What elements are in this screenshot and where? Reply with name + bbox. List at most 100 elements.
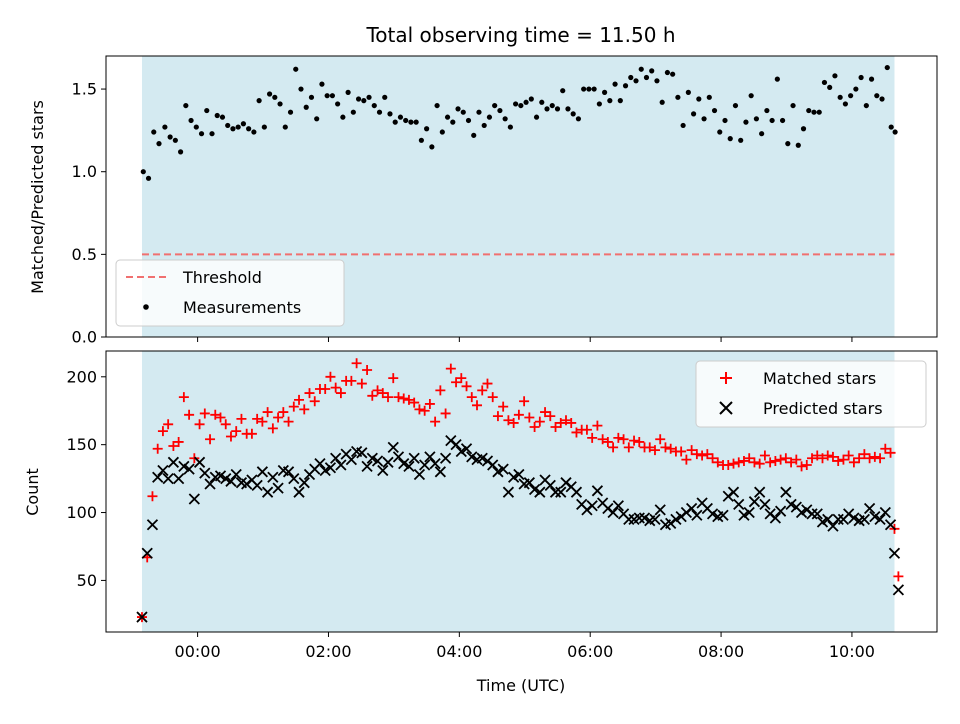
bottom-y-axis-label: Count — [23, 468, 42, 516]
data-point — [519, 396, 530, 407]
data-point — [659, 99, 665, 105]
data-point — [848, 93, 854, 99]
data-point — [210, 409, 221, 420]
data-point — [717, 509, 729, 521]
data-point — [371, 455, 384, 467]
data-point — [288, 401, 299, 412]
data-point — [617, 98, 623, 104]
data-point — [403, 460, 415, 473]
data-point — [711, 107, 718, 114]
data-point — [204, 478, 216, 490]
data-point — [555, 417, 566, 428]
data-point — [660, 442, 671, 453]
data-point — [355, 96, 362, 102]
data-point — [533, 114, 540, 120]
data-point — [780, 453, 791, 464]
data-point — [444, 114, 451, 120]
data-point — [460, 109, 466, 115]
data-point — [492, 411, 503, 422]
data-point — [638, 66, 644, 72]
data-point — [424, 398, 435, 409]
x-tick-label: 10:00 — [829, 642, 875, 661]
data-point — [634, 436, 645, 447]
data-point — [377, 464, 389, 477]
data-point — [282, 124, 288, 130]
data-point — [723, 460, 734, 471]
data-point — [220, 472, 232, 485]
data-point — [177, 149, 184, 155]
data-point — [874, 513, 886, 525]
data-point — [262, 407, 273, 418]
data-point — [508, 471, 520, 483]
data-point — [612, 500, 624, 512]
data-point — [163, 419, 174, 430]
data-point — [827, 451, 838, 462]
data-point — [696, 96, 702, 102]
data-point — [481, 122, 487, 129]
data-point — [566, 417, 577, 428]
data-point — [413, 468, 426, 481]
data-point — [413, 119, 419, 125]
data-point — [199, 467, 211, 479]
data-point — [629, 435, 640, 446]
data-point — [545, 411, 556, 422]
legend-swatch — [719, 401, 733, 415]
data-point — [146, 519, 159, 531]
data-point — [528, 96, 534, 102]
data-point — [888, 124, 894, 130]
data-point — [398, 393, 409, 404]
data-point — [156, 141, 162, 147]
data-point — [622, 83, 629, 89]
data-point — [586, 500, 598, 512]
top-series-measurements — [140, 64, 898, 181]
data-point — [304, 388, 315, 399]
data-point — [152, 443, 163, 454]
data-point — [655, 434, 666, 445]
figure-title: Total observing time = 11.50 h — [365, 23, 675, 47]
data-point — [680, 122, 686, 129]
data-point — [145, 175, 152, 181]
data-point — [330, 382, 341, 393]
data-point — [774, 76, 780, 82]
data-point — [267, 471, 279, 483]
data-point — [539, 99, 545, 105]
data-point — [722, 117, 728, 124]
data-point — [251, 129, 257, 135]
top-y-axis-label: Matched/Predicted stars — [28, 100, 47, 294]
data-point — [408, 452, 420, 464]
data-point — [816, 109, 822, 115]
data-point — [893, 571, 904, 582]
data-point — [371, 102, 377, 109]
data-point — [214, 112, 220, 119]
data-point — [869, 451, 880, 462]
data-point — [623, 513, 635, 525]
data-point — [759, 131, 765, 137]
data-point — [670, 513, 682, 525]
data-point — [230, 126, 236, 132]
data-point — [157, 464, 169, 477]
data-point — [575, 116, 582, 122]
data-point — [801, 460, 812, 471]
data-point — [817, 453, 828, 464]
data-point — [523, 99, 529, 105]
data-point — [591, 485, 604, 497]
x-axis-label: Time (UTC) — [476, 676, 565, 695]
data-point — [178, 392, 189, 403]
data-point — [565, 106, 571, 112]
data-point — [612, 81, 618, 87]
legend-box — [695, 360, 927, 428]
data-point — [439, 129, 445, 135]
data-point — [345, 89, 351, 95]
data-point — [188, 117, 194, 124]
data-point — [753, 116, 760, 122]
data-point — [785, 141, 791, 147]
data-point — [282, 466, 295, 478]
data-point — [592, 420, 603, 431]
data-point — [314, 116, 320, 122]
data-point — [256, 466, 269, 478]
data-point — [685, 502, 698, 515]
bottom-series-predicted-stars — [136, 434, 905, 623]
data-point — [450, 439, 462, 451]
data-point — [193, 456, 206, 468]
data-point — [403, 117, 409, 124]
